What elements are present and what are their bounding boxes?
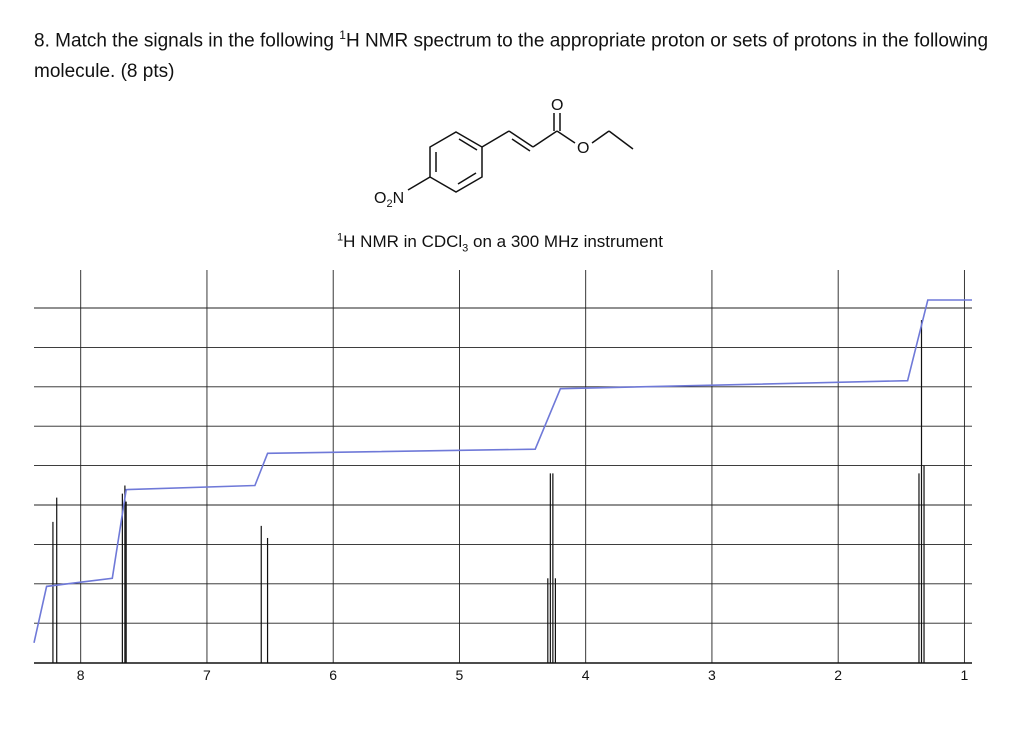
question-body-a: Match the signals in the following: [55, 30, 340, 52]
x-tick-label: 1: [961, 667, 969, 683]
x-tick-label: 8: [77, 667, 85, 683]
chart-peaks: [34, 320, 972, 664]
question-sup: 1: [339, 28, 346, 42]
chart-grid: [34, 270, 972, 663]
question-body-b: H NMR spectrum to the appropriate proton…: [34, 30, 989, 83]
subtitle-sub: 3: [462, 242, 469, 255]
question-text: 8. Match the signals in the following 1H…: [34, 20, 994, 87]
subtitle-sup: 1: [337, 231, 344, 243]
x-tick-label: 3: [708, 667, 716, 683]
x-tick-label: 4: [582, 667, 590, 683]
integration-curve: [33, 299, 972, 643]
subtitle-text-a: H NMR in CDCl: [343, 231, 463, 251]
chart-integration: [33, 299, 972, 643]
x-tick-label: 5: [456, 667, 464, 683]
subtitle-text-b: on a 300 MHz instrument: [468, 231, 663, 251]
x-tick-label: 7: [203, 667, 211, 683]
chart-x-ticks: 8 7 6 5 4 3 2 1: [77, 667, 969, 683]
question-number: 8.: [34, 30, 50, 52]
spectrum-subtitle: 1H NMR in CDCl3 on a 300 MHz instrument: [0, 231, 1024, 254]
x-tick-label: 2: [834, 667, 842, 683]
x-tick-label: 6: [329, 667, 337, 683]
